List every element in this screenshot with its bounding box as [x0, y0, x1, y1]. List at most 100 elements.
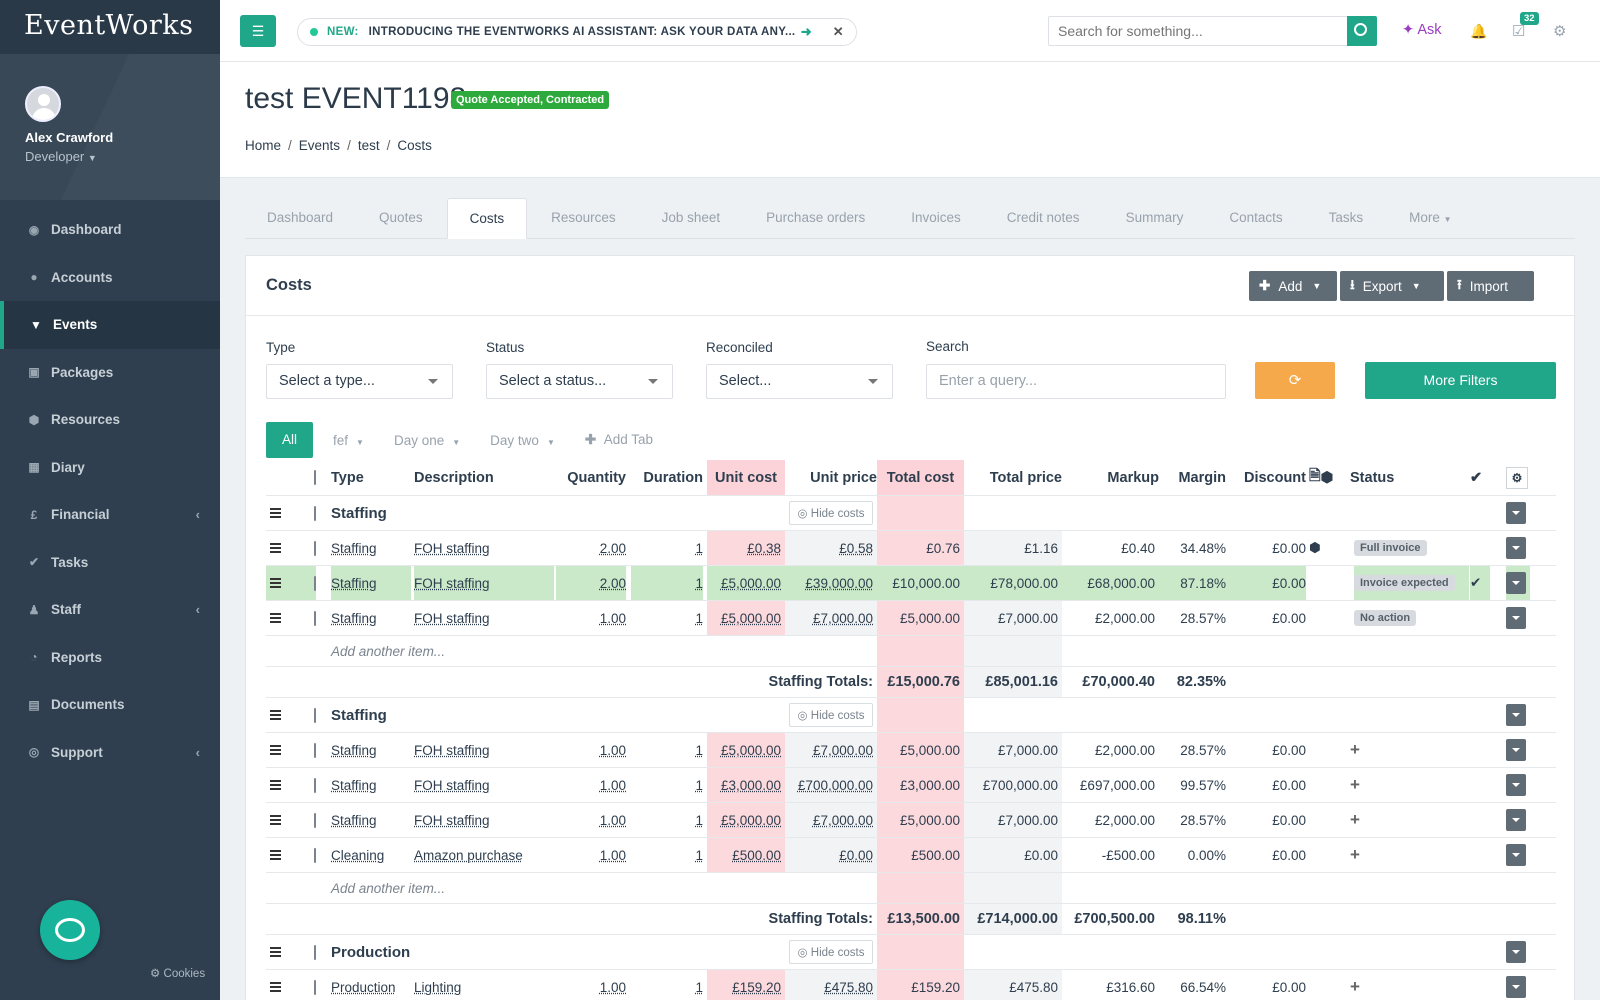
quantity-cell[interactable]: 1.00: [556, 838, 626, 872]
tab-credit-notes[interactable]: Credit notes: [1006, 210, 1080, 225]
col-status[interactable]: Status: [1350, 460, 1465, 495]
reconciled-filter-select[interactable]: Select...: [706, 364, 893, 399]
user-role-dropdown[interactable]: Developer ▼: [25, 149, 220, 164]
select-all-checkbox[interactable]: [314, 470, 316, 485]
unit-price-cell[interactable]: £7,000.00: [785, 601, 877, 635]
add-tab-button[interactable]: ✚ Add Tab: [585, 432, 653, 448]
col-type[interactable]: Type: [331, 460, 411, 495]
breadcrumb-home[interactable]: Home: [245, 138, 282, 153]
add-item-link[interactable]: Add another item...: [331, 643, 446, 659]
tab-resources[interactable]: Resources: [551, 210, 616, 225]
row-checkbox[interactable]: [314, 812, 316, 828]
breadcrumb-events[interactable]: Events: [298, 138, 341, 153]
drag-handle[interactable]: [266, 698, 286, 732]
description-cell[interactable]: FOH staffing: [414, 733, 554, 767]
row-menu-button[interactable]: [1506, 809, 1526, 831]
group-checkbox[interactable]: [314, 505, 316, 521]
row-checkbox[interactable]: [314, 777, 316, 793]
unit-cost-cell[interactable]: £5,000.00: [707, 566, 785, 600]
add-status-cell[interactable]: +: [1350, 733, 1465, 767]
row-menu-button[interactable]: [1506, 844, 1526, 866]
col-total-price[interactable]: Total price: [964, 460, 1062, 495]
duration-cell[interactable]: 1: [631, 768, 703, 802]
sidebar-item-diary[interactable]: ▦ Diary: [0, 444, 220, 492]
description-cell[interactable]: FOH staffing: [414, 601, 554, 635]
drag-handle[interactable]: [266, 803, 286, 837]
quantity-cell[interactable]: 1.00: [556, 733, 626, 767]
tab-dashboard[interactable]: Dashboard: [267, 210, 334, 225]
status-cell[interactable]: Full invoice: [1354, 531, 1469, 565]
unit-price-cell[interactable]: £700,000.00: [785, 768, 877, 802]
tab-contacts[interactable]: Contacts: [1229, 210, 1283, 225]
chat-bubble-icon[interactable]: [40, 900, 100, 960]
add-status-cell[interactable]: +: [1350, 768, 1465, 802]
description-cell[interactable]: FOH staffing: [414, 768, 554, 802]
unit-cost-cell[interactable]: £5,000.00: [707, 803, 785, 837]
drag-handle[interactable]: [266, 970, 286, 1000]
sidebar-item-support[interactable]: ◎ Support ‹: [0, 729, 220, 777]
sidebar-item-packages[interactable]: ▣ Packages: [0, 349, 220, 397]
type-cell[interactable]: Production: [331, 970, 411, 1000]
row-checkbox[interactable]: [314, 610, 316, 626]
more-filters-button[interactable]: More Filters: [1365, 362, 1556, 399]
settings-gear-icon[interactable]: ⚙: [1553, 23, 1567, 40]
row-menu-button[interactable]: [1506, 607, 1526, 629]
subtab-day-two[interactable]: Day two ▼: [490, 433, 555, 448]
subtab-day-one[interactable]: Day one ▼: [394, 433, 460, 448]
search-filter-input[interactable]: Enter a query...: [926, 364, 1226, 399]
tab-tasks[interactable]: Tasks: [1328, 210, 1364, 225]
avatar[interactable]: [25, 86, 61, 122]
hide-costs-button[interactable]: ◎ Hide costs: [788, 703, 874, 727]
col-unit-cost[interactable]: Unit cost: [707, 460, 785, 495]
type-cell[interactable]: Staffing: [331, 768, 411, 802]
duration-cell[interactable]: 1: [631, 601, 703, 635]
quantity-cell[interactable]: 2.00: [556, 531, 626, 565]
unit-cost-cell[interactable]: £3,000.00: [707, 768, 785, 802]
quantity-cell[interactable]: 2.00: [556, 566, 626, 600]
sidebar-item-reports[interactable]: ◔ Reports: [0, 634, 220, 682]
row-menu-button[interactable]: [1506, 537, 1526, 559]
status-filter-select[interactable]: Select a status...: [486, 364, 673, 399]
row-menu-button[interactable]: [1506, 976, 1526, 998]
duration-cell[interactable]: 1: [631, 733, 703, 767]
col-total-cost[interactable]: Total cost: [877, 460, 964, 495]
sidebar-item-documents[interactable]: ▤ Documents: [0, 681, 220, 729]
row-menu-button[interactable]: [1506, 704, 1526, 726]
col-unit-price[interactable]: Unit price: [785, 460, 877, 495]
type-cell[interactable]: Staffing: [331, 531, 411, 565]
row-menu-button[interactable]: [1506, 572, 1526, 594]
row-checkbox[interactable]: [314, 742, 316, 758]
import-button[interactable]: ⭱ Import: [1447, 271, 1534, 301]
drag-handle[interactable]: [266, 733, 286, 767]
row-menu-button[interactable]: [1506, 774, 1526, 796]
group-checkbox[interactable]: [314, 944, 316, 960]
global-search-input[interactable]: [1048, 16, 1348, 46]
row-checkbox[interactable]: [314, 575, 316, 591]
unit-cost-cell[interactable]: £500.00: [707, 838, 785, 872]
close-icon[interactable]: ✕: [832, 24, 844, 39]
unit-cost-cell[interactable]: £5,000.00: [707, 733, 785, 767]
unit-cost-cell[interactable]: £0.38: [707, 531, 785, 565]
add-status-cell[interactable]: +: [1350, 803, 1465, 837]
tasks-check-icon[interactable]: ☑: [1512, 23, 1526, 40]
tab-purchase-orders[interactable]: Purchase orders: [766, 210, 866, 225]
cookies-link[interactable]: ⚙ Cookies: [150, 966, 205, 980]
quantity-cell[interactable]: 1.00: [556, 768, 626, 802]
breadcrumb-event[interactable]: test: [357, 138, 380, 153]
tab-job-sheet[interactable]: Job sheet: [661, 210, 721, 225]
col-quantity[interactable]: Quantity: [556, 460, 626, 495]
description-cell[interactable]: Lighting: [414, 970, 554, 1000]
tab-quotes[interactable]: Quotes: [379, 210, 423, 225]
quantity-cell[interactable]: 1.00: [556, 803, 626, 837]
unit-price-cell[interactable]: £39,000.00: [785, 566, 877, 600]
duration-cell[interactable]: 1: [631, 838, 703, 872]
status-cell[interactable]: No action: [1354, 601, 1469, 635]
unit-price-cell[interactable]: £7,000.00: [785, 803, 877, 837]
row-checkbox[interactable]: [314, 847, 316, 863]
news-banner[interactable]: NEW: INTRODUCING THE EVENTWORKS AI ASSIS…: [297, 18, 857, 46]
menu-toggle-button[interactable]: ☰: [240, 15, 276, 47]
refresh-button[interactable]: ⟳: [1255, 362, 1335, 399]
description-cell[interactable]: FOH staffing: [414, 803, 554, 837]
unit-price-cell[interactable]: £475.80: [785, 970, 877, 1000]
subtab-fef[interactable]: fef ▼: [333, 433, 364, 448]
